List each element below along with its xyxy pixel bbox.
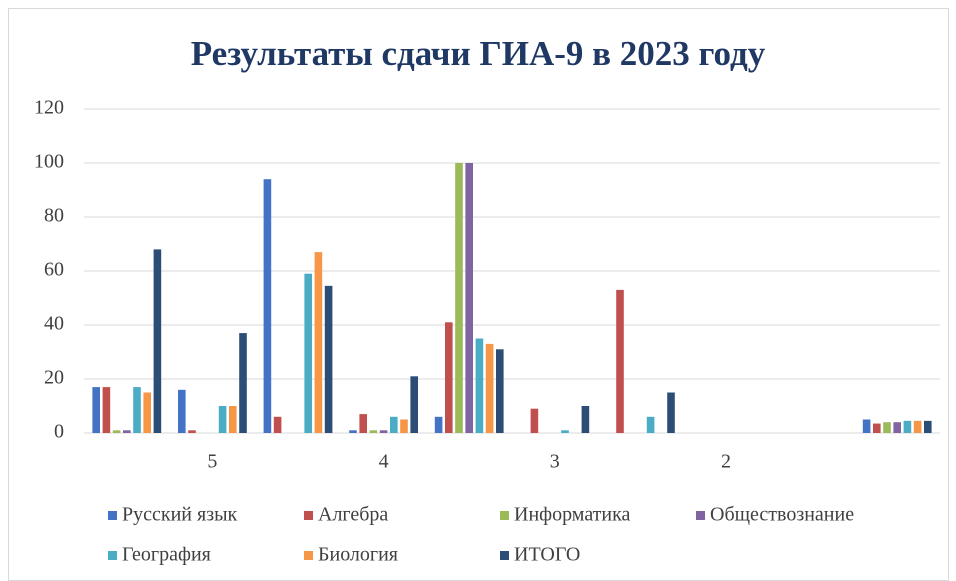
bar (616, 289, 624, 433)
bar (465, 163, 473, 433)
bar (667, 392, 675, 433)
bar (455, 163, 463, 433)
bar (390, 416, 398, 433)
bar (903, 420, 912, 433)
bar (646, 416, 655, 433)
x-tick-label: 5 (207, 451, 217, 473)
y-tick-label: 0 (54, 421, 64, 443)
bar (410, 376, 418, 433)
legend-swatch (108, 511, 117, 520)
legend-swatch (108, 551, 117, 560)
bar (273, 416, 282, 433)
bar (445, 322, 453, 433)
bar (862, 419, 871, 433)
bar (178, 389, 186, 433)
bar (102, 387, 111, 433)
bar (359, 414, 367, 433)
legend-swatch (304, 551, 313, 560)
y-tick-label: 20 (44, 367, 64, 389)
bar (883, 422, 891, 433)
bar (924, 420, 932, 433)
legend-label: Русский язык (122, 504, 238, 526)
legend-label: ИТОГО (514, 544, 580, 566)
bar (143, 392, 151, 433)
y-tick-label: 60 (44, 259, 64, 281)
y-tick-label: 100 (34, 151, 64, 173)
bar (133, 387, 141, 433)
bar (530, 408, 539, 433)
bar (561, 430, 569, 433)
bar (893, 422, 901, 433)
bar (218, 406, 227, 433)
legend-label: Алгебра (318, 504, 388, 526)
bar (324, 285, 333, 433)
bar (263, 179, 272, 433)
bar (369, 430, 378, 433)
bar (581, 406, 590, 433)
bar (239, 333, 247, 433)
bar (913, 420, 922, 433)
bar (153, 249, 162, 433)
bar (434, 416, 443, 433)
legend-swatch (500, 551, 509, 560)
legend-swatch (500, 511, 509, 520)
y-tick-label: 40 (44, 313, 64, 335)
bar (314, 252, 323, 433)
legend-swatch (304, 511, 313, 520)
bar (92, 387, 100, 433)
legend-label: География (122, 544, 211, 566)
chart-title: Результаты сдачи ГИА-9 в 2023 году (191, 34, 766, 73)
bar (349, 430, 357, 433)
y-tick-label: 120 (34, 97, 64, 119)
bar (475, 338, 484, 433)
bar (496, 349, 504, 433)
x-tick-label: 3 (550, 451, 560, 473)
legend-label: Биология (318, 544, 398, 566)
bar (485, 343, 494, 433)
bar (400, 419, 408, 433)
bar (873, 423, 881, 433)
y-tick-label: 80 (44, 205, 64, 227)
bar (379, 430, 388, 433)
legend-swatch (696, 511, 705, 520)
x-tick-label: 4 (379, 451, 389, 473)
bar (123, 430, 131, 433)
bar (112, 430, 121, 433)
bar (188, 430, 196, 433)
legend-label: Информатика (514, 504, 631, 526)
bar (304, 273, 312, 433)
chart-frame (8, 8, 949, 581)
x-tick-label: 2 (721, 451, 731, 473)
legend-label: Обществознание (710, 504, 854, 526)
bar (229, 406, 237, 433)
